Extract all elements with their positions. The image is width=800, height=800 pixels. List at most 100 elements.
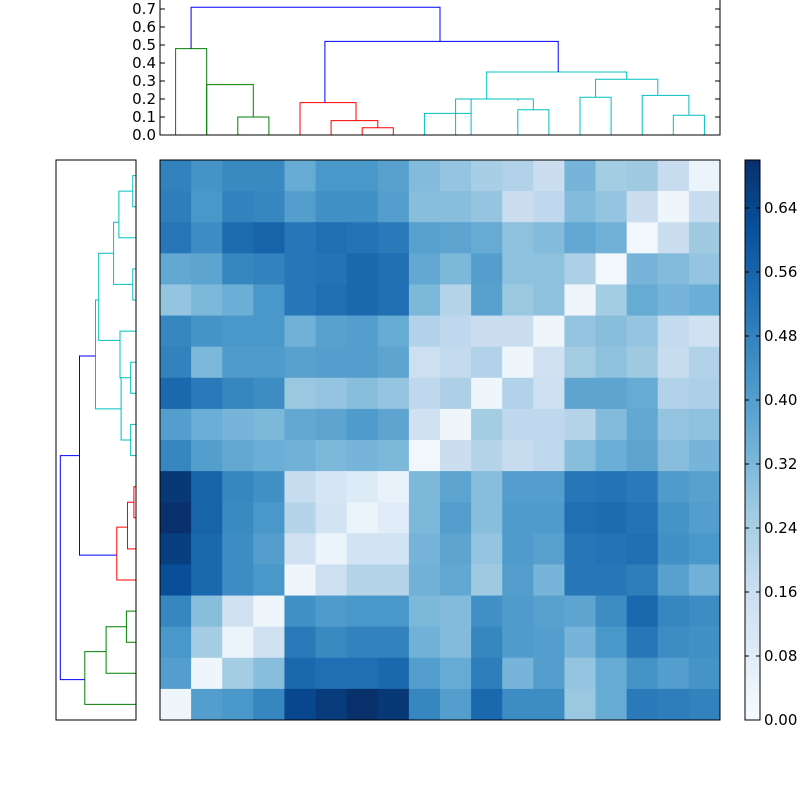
heatmap-cell (657, 595, 690, 628)
heatmap-cell (595, 191, 628, 223)
heatmap-cell (408, 160, 441, 192)
heatmap-cell (253, 315, 285, 348)
heatmap-cell (471, 502, 503, 534)
heatmap-cell (160, 315, 192, 348)
heatmap-cell (408, 284, 441, 316)
heatmap (159, 159, 721, 721)
heatmap-cell (471, 408, 503, 441)
heatmap-cell (440, 688, 472, 721)
y-tick-label: 0.4 (132, 54, 156, 72)
heatmap-cell (191, 253, 223, 285)
heatmap-cell (253, 408, 285, 441)
heatmap-cell (688, 502, 721, 534)
heatmap-cell (284, 471, 316, 503)
heatmap-cell (315, 346, 348, 379)
dendrogram-link (237, 116, 270, 135)
heatmap-cell (160, 533, 192, 565)
heatmap-cell (564, 284, 596, 316)
heatmap-cell (502, 315, 534, 348)
heatmap-cell (564, 160, 596, 192)
heatmap-cell (471, 564, 503, 596)
heatmap-cell (595, 471, 628, 503)
heatmap-cell (377, 502, 410, 534)
dendrogram-link (113, 221, 133, 285)
colorbar-tick-label: 0.16 (764, 583, 797, 601)
heatmap-cell (595, 346, 628, 379)
heatmap-cell (471, 440, 503, 472)
heatmap-cell (502, 471, 534, 503)
heatmap-cell (377, 564, 410, 596)
heatmap-cell (440, 284, 472, 316)
heatmap-cell (533, 688, 565, 721)
heatmap-cell (626, 346, 659, 379)
heatmap-cell (626, 160, 659, 192)
heatmap-cell (222, 191, 254, 223)
dendrogram-link (116, 526, 136, 581)
dendrogram-link (132, 268, 136, 301)
heatmap-cell (160, 688, 192, 721)
heatmap-cell (191, 440, 223, 472)
heatmap-cell (533, 533, 565, 565)
heatmap-cell (346, 191, 379, 223)
heatmap-cell (595, 564, 628, 596)
dendrogram-link (324, 40, 559, 103)
heatmap-cell (191, 502, 223, 534)
heatmap-cell (533, 408, 565, 441)
heatmap-cell (471, 377, 503, 410)
heatmap-cell (688, 253, 721, 285)
heatmap-cell (284, 688, 316, 721)
heatmap-cell (564, 626, 596, 659)
heatmap-cell (595, 688, 628, 721)
heatmap-cell (222, 626, 254, 659)
heatmap-cell (222, 657, 254, 690)
heatmap-cell (160, 377, 192, 410)
dendrogram-link (79, 355, 117, 556)
heatmap-cell (284, 346, 316, 379)
heatmap-cell (657, 284, 690, 316)
heatmap-cell (533, 160, 565, 192)
heatmap-cell (688, 471, 721, 503)
heatmap-cell (160, 191, 192, 223)
heatmap-cell (408, 595, 441, 628)
dendrogram-link (175, 48, 208, 135)
heatmap-cell (377, 657, 410, 690)
heatmap-cell (440, 315, 472, 348)
heatmap-cell (440, 346, 472, 379)
heatmap-cell (564, 377, 596, 410)
dendrogram-link (190, 6, 441, 49)
heatmap-cell (222, 564, 254, 596)
heatmap-cell (191, 688, 223, 721)
heatmap-cell (564, 408, 596, 441)
heatmap-cell (160, 284, 192, 316)
heatmap-cell (160, 222, 192, 254)
heatmap-cell (408, 315, 441, 348)
heatmap-cell (346, 222, 379, 254)
heatmap-cell (315, 408, 348, 441)
heatmap-cell (502, 408, 534, 441)
heatmap-cell (626, 377, 659, 410)
heatmap-cell (377, 191, 410, 223)
colorbar-tick-label: 0.48 (764, 327, 797, 345)
heatmap-cell (253, 657, 285, 690)
heatmap-cell (626, 284, 659, 316)
heatmap-cell (688, 533, 721, 565)
heatmap-cell (222, 688, 254, 721)
left-dendrogram (55, 159, 137, 721)
heatmap-cell (253, 595, 285, 628)
y-tick-label: 0.5 (132, 36, 156, 54)
heatmap-cell (346, 533, 379, 565)
heatmap-cell (222, 160, 254, 192)
heatmap-cell (408, 377, 441, 410)
heatmap-cell (191, 408, 223, 441)
heatmap-cell (502, 626, 534, 659)
heatmap-cell (626, 222, 659, 254)
heatmap-cell (626, 440, 659, 472)
heatmap-cell (502, 502, 534, 534)
colorbar-gradient (744, 159, 761, 721)
colorbar-tick-label: 0.00 (764, 711, 797, 729)
heatmap-cell (564, 657, 596, 690)
heatmap-cell (688, 160, 721, 192)
heatmap-cell (533, 222, 565, 254)
dendrogram-link (486, 71, 628, 99)
